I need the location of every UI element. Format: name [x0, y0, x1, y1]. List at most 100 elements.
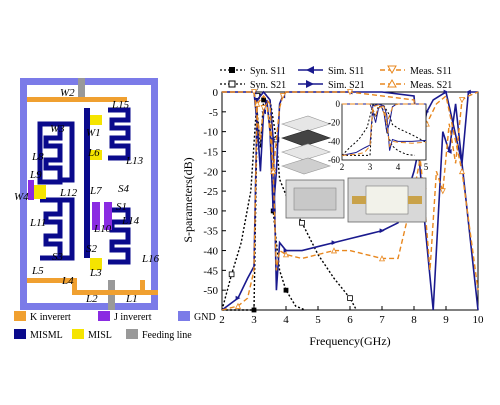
dim-l15: L15: [111, 99, 130, 111]
legend-label-j-inverter: J inverert: [114, 312, 152, 323]
inset-series-group: [341, 103, 427, 156]
chart-legend-meas-s11: Meas. S11: [380, 65, 452, 77]
legend-text-meas-s21: Meas. S21: [410, 80, 452, 91]
data-point: [439, 188, 446, 195]
data-point: [458, 167, 466, 175]
dim-l6: L6: [87, 147, 100, 159]
data-point: [254, 100, 261, 107]
legend-label-k-inverter: K inverert: [30, 312, 71, 323]
misml-resonator-1b: [62, 121, 75, 183]
data-point: [254, 97, 260, 103]
k-inverter-right-stub: [140, 280, 145, 292]
substrate-layer-1: [281, 115, 331, 133]
x-tick-label: 7: [379, 314, 385, 326]
fabricated-photos: [281, 115, 427, 223]
dim-w4: W4: [14, 191, 29, 203]
data-point: [347, 295, 353, 301]
data-point: [260, 105, 267, 112]
dim-l4: L4: [61, 275, 74, 287]
j-inverter-1: [92, 202, 100, 230]
y-tick-label: -15: [203, 146, 218, 158]
legend-text-syn-s11: Syn. S11: [250, 66, 286, 77]
legend-swatch-gnd: [178, 311, 190, 321]
inset-series-line: [341, 103, 427, 156]
inset-y-tick-label: -40: [328, 136, 340, 146]
legend-marker-syn-s11: [229, 67, 235, 73]
y-tick-label: -25: [203, 186, 218, 198]
photo-filter-board: [365, 185, 409, 215]
dim-l13: L13: [125, 155, 144, 167]
filter-layout: W2 L15 W3 W1 L8 L6 L13 L9 L7 S4 W4 L12 S…: [14, 78, 160, 310]
inset-y-tick-label: -60: [328, 155, 340, 165]
legend-label-misl: MISL: [88, 330, 112, 341]
legend-label-feeding-line: Feeding line: [142, 330, 192, 341]
data-point: [235, 295, 241, 301]
legend-swatch-j-inverter: [98, 311, 110, 321]
x-tick-label: 10: [473, 314, 485, 326]
dim-s4: S4: [118, 183, 130, 195]
misl-patch-top: [90, 115, 102, 125]
dim-l12: L12: [59, 187, 78, 199]
y-tick-label: -45: [203, 265, 218, 277]
misml-resonator-3: [108, 107, 131, 161]
k-inverter-bottom: [72, 290, 158, 295]
inset-y-tick-label: 0: [336, 99, 341, 109]
data-point: [261, 97, 266, 103]
data-point: [234, 302, 242, 309]
dim-l16: L16: [141, 253, 160, 265]
inset-axes: 2 3 4 5 0 -20 -40 -60: [328, 99, 429, 172]
data-point: [458, 97, 466, 104]
data-point: [331, 240, 337, 246]
chart-legend-syn-s21: Syn. S21: [220, 80, 286, 91]
inset-x-tick-label: 2: [340, 162, 345, 172]
x-tick-label: 9: [443, 314, 449, 326]
dim-l8: L8: [31, 151, 44, 163]
j-inverter-3: [28, 180, 34, 200]
layout-legend: K inverert J inverert GND MISML MISL Fee…: [14, 311, 216, 341]
dim-l1: L1: [125, 293, 138, 305]
dim-l14: L14: [121, 215, 140, 227]
y-tick-label: -20: [203, 166, 218, 178]
y-axis-title: S-parameters(dB): [181, 157, 195, 242]
inset-x-tick-label: 3: [368, 162, 373, 172]
dim-l3: L3: [89, 267, 102, 279]
data-point: [228, 271, 235, 278]
chart-legend-syn-s11: Syn. S11: [220, 66, 286, 77]
substrate-layer-4: [281, 157, 331, 175]
legend-swatch-misml: [14, 329, 26, 339]
misml-center-line: [84, 108, 90, 258]
series-meas-s11: [222, 89, 479, 271]
y-tick-label: -50: [203, 285, 218, 297]
dim-l9: L9: [29, 169, 42, 181]
series-line: [222, 91, 479, 271]
j-inverter-2: [104, 202, 112, 230]
data-point: [250, 89, 258, 96]
dim-w1: W1: [86, 127, 101, 139]
chart-legend-sim-s21: Sim. S21: [298, 80, 365, 91]
dim-s2: S2: [86, 243, 98, 255]
data-point: [251, 307, 257, 313]
x-tick-label: 4: [283, 314, 289, 326]
inset-x-tick-label: 4: [396, 162, 401, 172]
series-meas-s21: [221, 94, 479, 311]
misml-resonator-2: [40, 197, 63, 261]
feeding-line-top: [78, 78, 85, 98]
legend-swatch-k-inverter: [14, 311, 26, 321]
legend-marker-meas-s11: [387, 65, 397, 75]
chart-legend: Syn. S11 Syn. S21 Sim. S11 Sim. S21 Meas…: [220, 65, 452, 91]
inset-y-tick-label: -20: [328, 118, 340, 128]
dim-l5: L5: [31, 265, 44, 277]
sma-connector-left: [352, 196, 366, 204]
chart-legend-meas-s21: Meas. S21: [380, 78, 452, 91]
misl-patch-mid: [90, 150, 102, 160]
x-tick-label: 3: [251, 314, 257, 326]
data-point: [330, 247, 338, 254]
series-group: [221, 89, 479, 313]
misml-resonator-1: [37, 121, 63, 185]
legend-marker-sim-s21: [306, 80, 314, 88]
inset-plot: 2 3 4 5 0 -20 -40 -60: [328, 99, 429, 172]
legend-marker-meas-s21: [387, 78, 397, 88]
y-tick-label: -5: [209, 107, 219, 119]
data-point: [283, 287, 289, 293]
k-inverter-stub: [72, 278, 77, 294]
